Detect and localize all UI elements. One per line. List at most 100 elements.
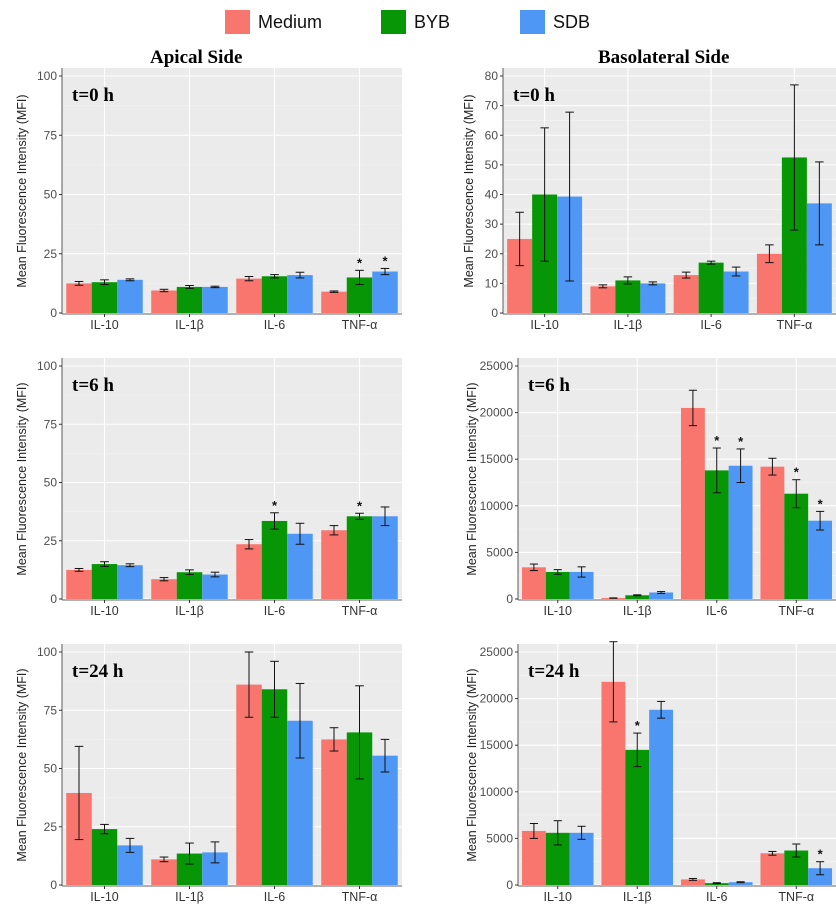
- y-tick-label: 25000: [480, 645, 514, 659]
- x-tick-label-tnf-alpha: TNF-α: [778, 604, 814, 618]
- legend-swatch-byb: [381, 10, 406, 34]
- bar-sdb-il-10: [117, 280, 143, 313]
- x-tick-label-il-1beta: IL-1β: [175, 318, 204, 332]
- y-tick-label: 100: [37, 69, 57, 83]
- error-bar-byb-il-6: [713, 883, 721, 884]
- y-tick-label: 0: [506, 878, 513, 892]
- y-tick-label: 0: [50, 592, 57, 606]
- x-tick-label-il-1beta: IL-1β: [614, 318, 643, 332]
- legend-swatch-medium: [225, 10, 250, 34]
- y-tick-label: 20000: [480, 692, 514, 706]
- panel-title: t=6 h: [72, 375, 114, 396]
- x-tick-label-tnf-alpha: TNF-α: [342, 890, 378, 904]
- error-bar-sdb-il-6: [737, 882, 745, 883]
- x-tick-label-il-10: IL-10: [90, 604, 119, 618]
- bar-medium-il-6: [674, 275, 699, 313]
- y-tick-label: 15000: [480, 452, 514, 466]
- y-tick-label: 25: [44, 534, 58, 548]
- y-tick-label: 0: [491, 306, 498, 320]
- x-tick-label-il-6: IL-6: [700, 318, 722, 332]
- y-tick-label: 5000: [486, 831, 513, 845]
- x-tick-label-tnf-alpha: TNF-α: [342, 604, 378, 618]
- y-tick-label: 20000: [480, 406, 514, 420]
- bar-byb-il-6: [262, 521, 288, 599]
- chart-panel-apical-24h: 0 25 50 75 100 IL-10 IL-1β IL-6 TNF-α Mean Fluore…: [0, 638, 414, 904]
- y-tick-label: 50: [485, 158, 499, 172]
- y-tick-label: 10000: [480, 785, 514, 799]
- panel-title: t=0 h: [513, 85, 555, 106]
- y-tick-label: 5000: [486, 545, 513, 559]
- bar-byb-tnf-alpha: [784, 494, 808, 599]
- y-axis-label: Mean Fluorescence Intensity (MFI): [15, 382, 29, 575]
- legend-label-byb: BYB: [414, 12, 450, 33]
- y-tick-label: 0: [50, 306, 57, 320]
- bar-byb-il-10: [92, 829, 118, 885]
- x-tick-label-il-6: IL-6: [706, 604, 728, 618]
- bar-medium-il-10: [66, 283, 92, 313]
- x-tick-label-il-1beta: IL-1β: [175, 604, 204, 618]
- bar-medium-il-1beta: [151, 290, 177, 313]
- y-tick-label: 75: [44, 417, 58, 431]
- bar-medium-il-6: [681, 408, 705, 599]
- chart-panel-apical-0h: 0255075100IL-10 IL-1β IL-6 TNF-α* *Mean Fluo…: [0, 62, 414, 332]
- x-tick-label-il-6: IL-6: [264, 318, 286, 332]
- bar-sdb-il-6: [724, 272, 749, 313]
- bar-byb-il-1beta: [177, 287, 203, 313]
- bar-byb-il-1beta: [177, 572, 203, 599]
- y-tick-label: 20: [485, 247, 499, 261]
- x-tick-label-il-10: IL-10: [530, 318, 559, 332]
- chart-panel-apical-6h: 0255075100IL-10 IL-1β IL-6 TNF-α* *Mean Fluo…: [0, 352, 414, 620]
- legend-item-medium: Medium: [225, 9, 322, 35]
- y-tick-label: 0: [506, 592, 513, 606]
- y-tick-label: 25000: [480, 359, 514, 373]
- bar-byb-tnf-alpha: [347, 516, 373, 599]
- chart-panel-basolateral-6h: 0500010000150002000025000IL-10 IL-1β IL-6 T…: [420, 352, 836, 620]
- legend-swatch-sdb: [520, 10, 545, 34]
- bar-medium-tnf-alpha: [760, 853, 784, 885]
- bar-sdb-il-10: [570, 833, 594, 885]
- bar-sdb-il-10: [117, 565, 143, 599]
- y-tick-label: 60: [485, 128, 499, 142]
- bar-sdb-il-1beta: [649, 710, 673, 885]
- y-tick-label: 100: [37, 645, 57, 659]
- bar-byb-il-6: [262, 689, 288, 885]
- bar-byb-il-10: [546, 572, 570, 599]
- bar-sdb-il-6: [729, 466, 753, 599]
- bar-medium-il-1beta: [151, 579, 177, 599]
- bar-byb-il-6: [699, 263, 724, 313]
- chart-panel-basolateral-0h: 01020304050607080IL-10 IL-1β IL-6 TNF-αMean…: [420, 62, 836, 332]
- bar-medium-il-10: [66, 570, 92, 599]
- x-tick-label-il-10: IL-10: [544, 604, 573, 618]
- x-tick-label-il-1beta: IL-1β: [623, 890, 652, 904]
- bar-medium-il-10: [522, 567, 546, 599]
- legend-item-byb: BYB: [381, 9, 450, 35]
- y-axis-label: Mean Fluorescence Intensity (MFI): [462, 94, 476, 287]
- bar-byb-il-6: [262, 276, 288, 313]
- y-tick-label: 100: [37, 359, 57, 373]
- bar-medium-tnf-alpha: [321, 739, 347, 885]
- legend-label-sdb: SDB: [553, 12, 590, 33]
- x-tick-label-il-10: IL-10: [90, 318, 119, 332]
- bar-byb-il-1beta: [625, 750, 649, 885]
- bar-medium-il-6: [236, 279, 262, 313]
- bar-byb-il-10: [92, 564, 118, 599]
- y-axis-label: Mean Fluorescence Intensity (MFI): [465, 382, 479, 575]
- bar-medium-il-1beta: [590, 286, 615, 313]
- y-tick-label: 0: [50, 878, 57, 892]
- y-tick-label: 70: [485, 99, 499, 113]
- y-tick-label: 10: [485, 276, 499, 290]
- x-tick-label-il-10: IL-10: [544, 890, 573, 904]
- y-tick-label: 75: [44, 128, 58, 142]
- bar-medium-il-10: [522, 831, 546, 885]
- bar-sdb-tnf-alpha: [372, 756, 398, 885]
- x-tick-label-il-6: IL-6: [264, 890, 286, 904]
- x-tick-label-tnf-alpha: TNF-α: [778, 890, 814, 904]
- bar-sdb-il-1beta: [640, 283, 665, 313]
- y-tick-label: 10000: [480, 499, 514, 513]
- y-tick-label: 40: [485, 188, 499, 202]
- bar-medium-tnf-alpha: [321, 292, 347, 313]
- x-tick-label-il-6: IL-6: [264, 604, 286, 618]
- bar-medium-il-1beta: [151, 859, 177, 885]
- bar-sdb-tnf-alpha: [372, 516, 398, 599]
- y-tick-label: 50: [44, 188, 58, 202]
